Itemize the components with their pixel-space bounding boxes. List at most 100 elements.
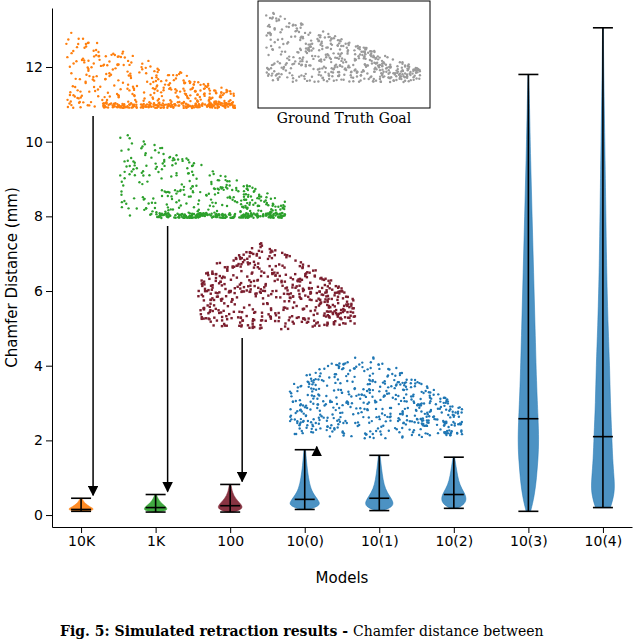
arrow <box>241 338 243 481</box>
cloud-point <box>168 104 170 106</box>
cloud-point <box>143 140 145 142</box>
cloud-point <box>432 416 434 418</box>
cloud-point <box>260 195 262 197</box>
cloud-point <box>315 422 317 424</box>
cloud-point <box>175 77 177 79</box>
cloud-point <box>222 189 224 191</box>
cloud-point <box>312 397 314 399</box>
cloud-point <box>258 205 260 207</box>
x-tick: 100 <box>217 527 244 549</box>
cloud-point <box>251 323 253 325</box>
cloud-point <box>246 202 248 204</box>
cloud-point <box>309 374 311 376</box>
cloud-point <box>103 102 105 104</box>
cloud-point <box>77 43 79 45</box>
cloud-point <box>145 72 147 74</box>
x-axis-title: Models <box>316 569 369 587</box>
cloud-point <box>350 395 352 397</box>
cloud-point <box>191 185 193 187</box>
cloud-point <box>153 92 155 94</box>
cloud-point <box>203 299 205 301</box>
cloud-point <box>183 107 185 109</box>
cloud-point <box>288 300 290 302</box>
cloud-point <box>368 416 370 418</box>
x-tick: 10(1) <box>361 527 399 549</box>
cloud-point <box>280 328 282 330</box>
cloud-point <box>209 174 211 176</box>
cloud-point <box>200 164 202 166</box>
cloud-point <box>296 317 298 319</box>
cloud-point <box>231 189 233 191</box>
cloud-point <box>246 185 248 187</box>
cloud-point <box>283 293 285 295</box>
cloud-point <box>230 301 232 303</box>
cloud-point <box>151 77 153 79</box>
cloud-point <box>183 90 185 92</box>
cloud-point <box>156 104 158 106</box>
cloud-point <box>212 205 214 207</box>
cloud-point <box>245 193 247 195</box>
cloud-point <box>184 92 186 94</box>
cloud-point <box>314 269 316 271</box>
cloud-point <box>401 427 403 429</box>
cloud-point <box>369 379 371 381</box>
cloud-point <box>346 422 348 424</box>
cloud-point <box>88 90 90 92</box>
cloud-point <box>181 213 183 215</box>
cloud-point <box>252 318 254 320</box>
cloud-point <box>209 302 211 304</box>
cloud-point <box>257 287 259 289</box>
cloud-point <box>186 167 188 169</box>
cloud-point <box>275 314 277 316</box>
cloud-point <box>173 103 175 105</box>
cloud-point <box>335 409 337 411</box>
cloud-point <box>332 311 334 313</box>
cloud-point <box>267 275 269 277</box>
cloud-point <box>159 147 161 149</box>
cloud-point <box>165 79 167 81</box>
cloud-point <box>231 298 233 300</box>
cloud-point <box>72 62 74 64</box>
cloud-point <box>162 153 164 155</box>
cloud-point <box>311 394 313 396</box>
cloud-point <box>122 184 124 186</box>
cloud-point <box>156 84 158 86</box>
cloud-point <box>166 203 168 205</box>
cloud-point <box>175 172 177 174</box>
cloud-point <box>266 192 268 194</box>
cloud-point <box>80 96 82 98</box>
cloud-point <box>156 216 158 218</box>
cloud-point <box>224 175 226 177</box>
cloud-point <box>239 321 241 323</box>
median-line <box>71 509 91 511</box>
cloud-point <box>88 75 90 77</box>
cloud-point <box>378 416 380 418</box>
cloud-point <box>199 213 201 215</box>
cloud-point <box>123 200 125 202</box>
cloud-point <box>154 149 156 151</box>
cloud-point <box>194 103 196 105</box>
cloud-point <box>136 107 138 109</box>
cloud-point <box>349 369 351 371</box>
cloud-point <box>110 54 112 56</box>
cloud-point <box>341 431 343 433</box>
cloud-point <box>246 258 248 260</box>
cloud-point <box>189 215 191 217</box>
cloud-point <box>208 193 210 195</box>
cloud-point <box>312 269 314 271</box>
cloud-point <box>211 272 213 274</box>
cloud-point <box>191 185 193 187</box>
cloud-point <box>117 79 119 81</box>
cloud-point <box>246 208 248 210</box>
cloud-point <box>246 289 248 291</box>
cloud-point <box>200 279 202 281</box>
cloud-point <box>454 424 456 426</box>
cloud-point <box>236 276 238 278</box>
cloud-point <box>120 194 122 196</box>
cloud-point <box>173 79 175 81</box>
cloud-point <box>352 413 354 415</box>
cloud-point <box>183 82 185 84</box>
cloud-point <box>439 428 441 430</box>
cloud-point <box>327 280 329 282</box>
cloud-point <box>164 190 166 192</box>
